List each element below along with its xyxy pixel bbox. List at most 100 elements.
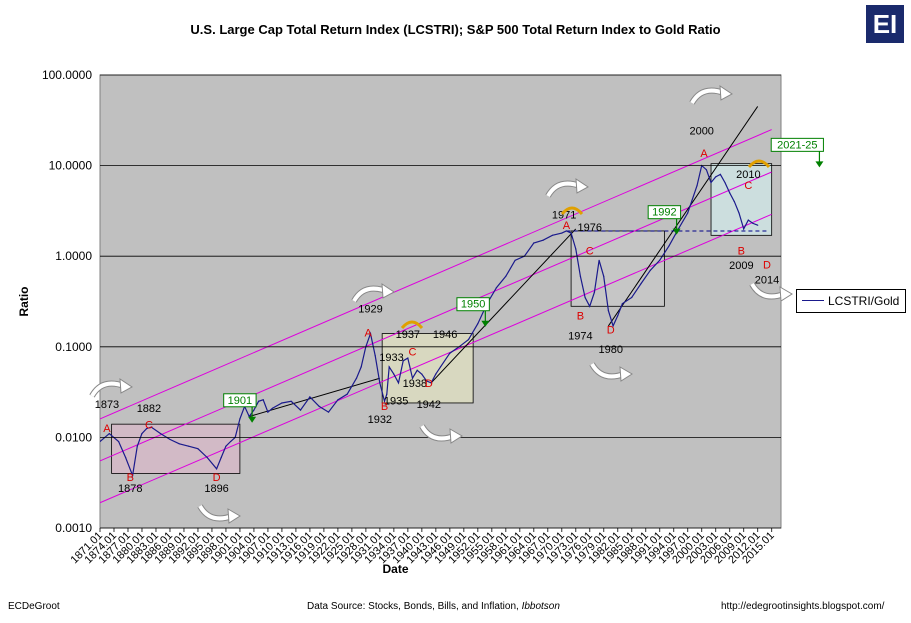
- annotation-label: 1950: [461, 299, 485, 311]
- annotation-label: C: [145, 420, 153, 432]
- swoosh-arrowhead-icon: [619, 366, 633, 382]
- swoosh-arrowhead-icon: [227, 508, 241, 524]
- annotation-label: D: [607, 325, 615, 337]
- footer-source: Data Source: Stocks, Bonds, Bills, and I…: [307, 601, 560, 612]
- series-point: [229, 440, 232, 443]
- y-tick-label: 0.0010: [55, 521, 92, 535]
- series-point: [290, 400, 292, 402]
- series-point: [747, 219, 749, 221]
- swoosh-arrowhead-icon: [381, 283, 395, 299]
- swoosh-arrowhead-icon: [449, 428, 463, 444]
- y-tick-label: 10.0000: [49, 159, 93, 173]
- annotation-label: A: [103, 423, 111, 435]
- series-point: [617, 315, 619, 317]
- series-point: [565, 230, 568, 232]
- annotation-label: D: [213, 472, 221, 484]
- series-point: [430, 382, 432, 384]
- series-point: [621, 302, 624, 305]
- series-point: [281, 402, 283, 404]
- annotation-label: 1980: [598, 344, 622, 356]
- annotation-label: 2000: [689, 126, 713, 138]
- series-point: [146, 428, 148, 430]
- annotation-label: D: [425, 378, 433, 390]
- annotation-label: 1882: [137, 403, 161, 415]
- series-point: [710, 181, 712, 184]
- series-point: [253, 409, 255, 411]
- series-point: [631, 296, 633, 299]
- ref-line-post-war-support: [430, 228, 577, 384]
- ref-line-late-support: [607, 106, 759, 327]
- annotation-label: 1932: [368, 414, 392, 426]
- series-point: [705, 169, 707, 171]
- series-point: [397, 382, 400, 384]
- series-point: [696, 185, 698, 187]
- series-point: [593, 291, 596, 293]
- series-point: [505, 275, 507, 277]
- swoosh-arrowhead-icon: [719, 85, 733, 101]
- footer-source-italic: Ibbotson: [521, 601, 560, 612]
- swoosh-arrowhead-icon: [779, 286, 793, 302]
- annotation-label: 2021-25: [777, 139, 817, 151]
- series-point: [187, 445, 190, 447]
- annotation-label: 1935: [384, 396, 408, 408]
- series-point: [607, 310, 610, 312]
- series-point: [421, 373, 423, 375]
- series-point: [225, 445, 227, 447]
- highlight-box-0: [111, 423, 241, 474]
- series-point: [299, 409, 302, 411]
- series-point: [439, 366, 442, 368]
- annotation-label: A: [365, 327, 373, 339]
- annotation-arrowhead: [248, 416, 257, 423]
- series-point: [579, 275, 582, 277]
- series-point: [715, 176, 717, 178]
- footer-url[interactable]: http://edegrootinsights.blogspot.com/: [721, 601, 885, 612]
- series-point: [393, 373, 395, 375]
- footer-source-text: Data Source: Stocks, Bonds, Bills, and I…: [307, 601, 522, 612]
- legend-label: LCSTRI/Gold: [828, 294, 900, 308]
- annotation-label: 1901: [228, 395, 252, 407]
- series-point: [388, 366, 390, 368]
- series-point: [757, 224, 759, 226]
- series-point: [467, 339, 470, 341]
- annotation-label: A: [700, 148, 708, 160]
- swoosh-arrowhead-icon: [119, 378, 133, 394]
- series-point: [719, 173, 721, 175]
- annotation-label: 1992: [652, 207, 676, 219]
- series-point: [318, 405, 320, 407]
- series-point: [495, 287, 498, 289]
- series-point: [589, 305, 591, 307]
- highlight-box-1: [381, 333, 474, 404]
- annotation-label: 1937: [396, 329, 420, 341]
- brand-logo: EI: [866, 5, 904, 43]
- swoosh-arrowhead-icon: [575, 178, 589, 194]
- annotation-arrowhead: [672, 228, 681, 235]
- annotation-label: 1974: [568, 331, 592, 343]
- annotation-label: B: [127, 472, 134, 484]
- y-tick-label: 0.1000: [55, 340, 92, 354]
- series-point: [435, 373, 437, 375]
- plot-content: [100, 106, 773, 504]
- legend: LCSTRI/Gold: [796, 289, 906, 313]
- series-point: [449, 352, 451, 354]
- series-point: [733, 201, 735, 203]
- small-curve-arrow-icon: [560, 206, 584, 216]
- series-point: [206, 456, 208, 459]
- series-point: [327, 411, 330, 413]
- series-point: [561, 232, 563, 234]
- series-point: [267, 411, 269, 413]
- footer-author: ECDeGroot: [8, 601, 60, 612]
- series-point: [100, 440, 101, 443]
- series-point: [150, 426, 152, 428]
- series-point: [383, 400, 386, 402]
- annotation-box: [456, 297, 490, 312]
- series-point: [551, 234, 554, 236]
- series-point: [239, 418, 241, 420]
- series-point: [386, 393, 388, 395]
- series-point: [668, 245, 670, 247]
- series-point: [108, 433, 110, 435]
- annotation-label: A: [563, 220, 571, 232]
- y-tick-label: 0.0100: [55, 430, 92, 444]
- series-point: [729, 192, 731, 194]
- series-point: [514, 259, 516, 261]
- annotation-box: [223, 393, 257, 408]
